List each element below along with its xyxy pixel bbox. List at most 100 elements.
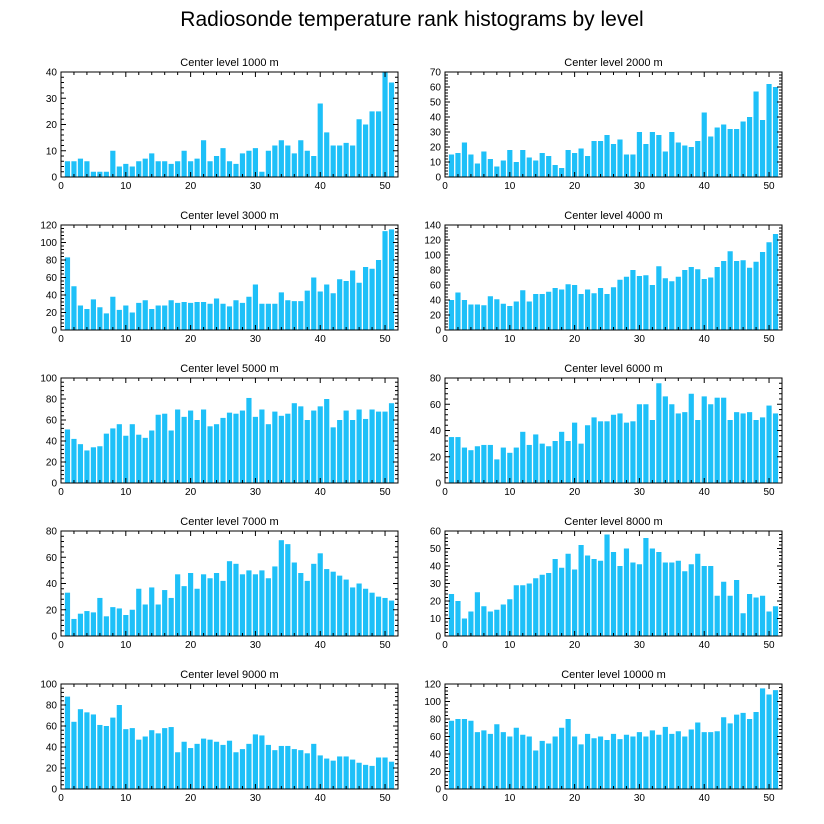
histogram-bar bbox=[662, 278, 668, 330]
histogram-bar bbox=[714, 397, 720, 483]
histogram-bar bbox=[578, 744, 584, 790]
histogram-bar bbox=[708, 277, 714, 330]
histogram-bar bbox=[168, 727, 174, 789]
histogram-bar bbox=[474, 732, 480, 790]
histogram-bar bbox=[265, 744, 271, 789]
histogram-bar bbox=[356, 119, 362, 177]
histogram-bar bbox=[369, 268, 375, 330]
histogram-bar bbox=[149, 153, 155, 178]
histogram-bar bbox=[487, 296, 493, 330]
y-tick-label: 40 bbox=[46, 68, 58, 79]
histogram-bar bbox=[559, 727, 565, 789]
histogram-bar bbox=[311, 563, 317, 636]
histogram-bar bbox=[220, 148, 226, 178]
histogram-bar bbox=[468, 450, 474, 483]
y-tick-label: 60 bbox=[430, 83, 442, 94]
x-tick-label: 30 bbox=[250, 334, 262, 345]
histogram-bar bbox=[584, 156, 591, 177]
histogram-panel-1: Center level 1000 m 0 10 20 30 40 0 10 20 30 40 50 bbox=[46, 57, 399, 192]
histogram-bar bbox=[317, 755, 323, 789]
histogram-bar bbox=[90, 299, 96, 331]
x-tick-label: 50 bbox=[379, 181, 391, 192]
panel-title: Center level 6000 m bbox=[564, 363, 662, 375]
histogram-bar bbox=[136, 161, 142, 177]
histogram-bar bbox=[772, 606, 779, 636]
histogram-bar bbox=[213, 156, 220, 177]
histogram-bar bbox=[740, 613, 746, 636]
histogram-bar bbox=[526, 444, 532, 483]
histogram-bar bbox=[239, 410, 246, 483]
histogram-bar bbox=[272, 145, 278, 177]
histogram-bar bbox=[181, 741, 187, 789]
histogram-bar bbox=[578, 545, 584, 636]
histogram-bar bbox=[285, 413, 291, 483]
histogram-bar bbox=[513, 727, 519, 789]
histogram-bar bbox=[324, 284, 330, 330]
histogram-bar bbox=[747, 117, 753, 177]
histogram-bar bbox=[64, 429, 71, 483]
y-tick-label: 80 bbox=[46, 256, 58, 267]
histogram-bar bbox=[233, 413, 239, 483]
histogram-bar bbox=[116, 309, 122, 331]
y-tick-label: 20 bbox=[430, 311, 442, 322]
histogram-bar bbox=[591, 417, 597, 484]
y-tick-label: 120 bbox=[424, 680, 441, 691]
x-tick-label: 0 bbox=[58, 181, 64, 192]
histogram-bar bbox=[455, 292, 461, 330]
histogram-bar bbox=[753, 597, 759, 636]
histogram-bar bbox=[194, 743, 200, 789]
histogram-bar bbox=[552, 288, 558, 330]
x-tick-label: 10 bbox=[120, 334, 132, 345]
histogram-bar bbox=[572, 569, 578, 636]
histogram-bar bbox=[71, 438, 77, 483]
histogram-bar bbox=[162, 590, 168, 636]
histogram-bar bbox=[149, 730, 155, 789]
histogram-bar bbox=[246, 296, 252, 330]
panel-title: Center level 9000 m bbox=[180, 669, 278, 681]
histogram-bar bbox=[181, 302, 187, 330]
histogram-bar bbox=[149, 309, 155, 330]
panel-title: Center level 7000 m bbox=[180, 516, 278, 528]
histogram-bar bbox=[129, 312, 135, 330]
histogram-bar bbox=[324, 132, 330, 178]
histogram-bar bbox=[375, 260, 382, 330]
histogram-bar bbox=[591, 738, 597, 789]
histogram-bar bbox=[168, 597, 174, 636]
histogram-bar bbox=[533, 294, 539, 330]
histogram-bar bbox=[129, 728, 135, 789]
histogram-bar bbox=[207, 578, 213, 636]
histogram-bar bbox=[304, 150, 310, 177]
histogram-bar bbox=[507, 736, 513, 789]
x-tick-label: 10 bbox=[504, 487, 516, 498]
panel-title: Center level 4000 m bbox=[564, 210, 662, 222]
histogram-bar bbox=[656, 135, 662, 177]
x-tick-label: 50 bbox=[379, 487, 391, 498]
x-tick-label: 30 bbox=[634, 487, 646, 498]
histogram-bar bbox=[487, 444, 493, 483]
histogram-bar bbox=[500, 303, 506, 330]
histogram-bar bbox=[759, 417, 766, 484]
histogram-bar bbox=[604, 534, 610, 636]
histogram-bar bbox=[194, 302, 200, 330]
x-tick-label: 30 bbox=[634, 793, 646, 804]
histogram-bar bbox=[675, 560, 681, 636]
histogram-bar bbox=[285, 745, 291, 789]
histogram-bar bbox=[714, 595, 720, 636]
histogram-bar bbox=[507, 599, 513, 636]
histogram-bar bbox=[84, 309, 90, 330]
histogram-bar bbox=[226, 412, 233, 483]
histogram-bar bbox=[701, 396, 707, 484]
histogram-bar bbox=[129, 424, 135, 483]
histogram-bar bbox=[252, 574, 259, 636]
histogram-bar bbox=[84, 450, 90, 483]
histogram-bar bbox=[350, 759, 356, 789]
histogram-bar bbox=[337, 420, 343, 483]
histogram-bar bbox=[727, 251, 733, 330]
histogram-bar bbox=[142, 604, 148, 636]
histogram-bar bbox=[350, 145, 356, 177]
histogram-bar bbox=[617, 739, 623, 790]
histogram-bar bbox=[494, 609, 500, 636]
histogram-bar bbox=[363, 124, 369, 177]
histogram-bar bbox=[701, 112, 707, 177]
histogram-bar bbox=[584, 733, 591, 790]
